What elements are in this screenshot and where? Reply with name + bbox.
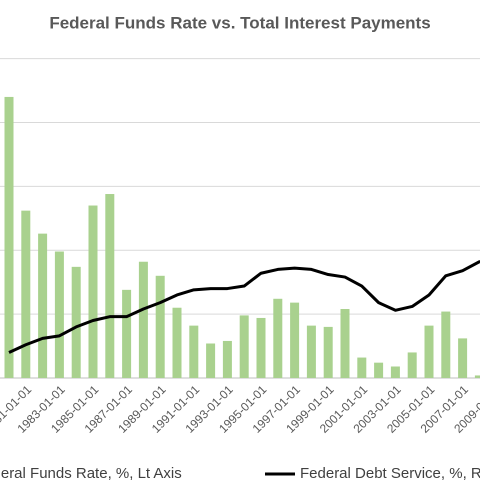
bar [172,307,182,378]
bar [357,357,367,378]
bar [306,325,316,378]
bar [206,343,216,378]
bar [323,326,333,378]
bar [88,205,98,378]
bar [4,96,14,378]
bar [290,302,300,378]
bar [38,233,48,378]
bar [239,315,249,378]
bar [54,251,64,378]
line [8,260,480,354]
bar [273,298,283,378]
bar [105,194,115,378]
bar [474,375,480,378]
bar [407,352,417,378]
bar [155,275,165,378]
bar [21,210,31,378]
bar [122,289,132,378]
bar [374,362,384,378]
bar [256,317,266,378]
bar [71,266,81,378]
bar [424,325,434,378]
bar [189,325,199,378]
bar [441,311,451,378]
legend-label: Federal Funds Rate, %, Lt Axis [0,465,182,482]
legend-label: Federal Debt Service, %, Rt Axis [300,465,480,482]
bar [458,338,468,378]
bar [340,309,350,378]
bar [222,340,232,378]
bar [138,261,148,378]
bar [390,366,400,378]
chart-title: Federal Funds Rate vs. Total Interest Pa… [49,13,430,32]
